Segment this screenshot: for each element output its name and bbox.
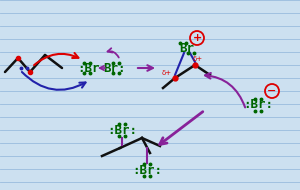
Text: δ+: δ+ xyxy=(193,56,203,62)
Text: :Br:: :Br: xyxy=(243,98,273,112)
Text: :Br: :Br xyxy=(77,62,99,74)
Text: Br:: Br: xyxy=(104,62,126,74)
Text: :Br:: :Br: xyxy=(107,124,137,136)
Text: Br: Br xyxy=(179,41,194,55)
Text: δ+: δ+ xyxy=(162,70,172,76)
Text: +: + xyxy=(192,33,202,43)
Text: :Br:: :Br: xyxy=(132,164,162,177)
Text: −: − xyxy=(267,86,277,96)
